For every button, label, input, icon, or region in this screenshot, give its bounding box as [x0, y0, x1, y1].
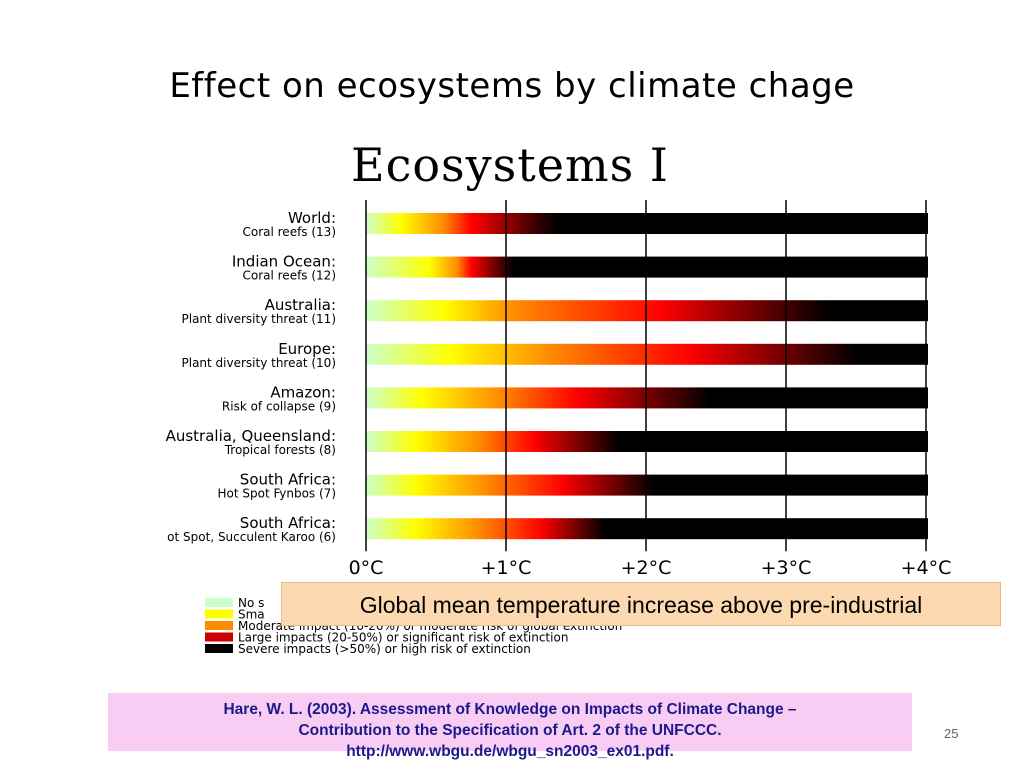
impact-bar — [366, 300, 928, 322]
impact-bar — [366, 387, 928, 409]
row-subtitle-label: Plant diversity threat (10) — [182, 356, 337, 370]
citation-line-1: Hare, W. L. (2003). Assessment of Knowle… — [223, 701, 797, 718]
citation-line-3: http://www.wbgu.de/wbgu_sn2003_ex01.pdf. — [346, 743, 674, 760]
row-region-label: Australia, Queensland: — [166, 427, 336, 445]
legend-label: Large impacts (20-50%) or significant ri… — [238, 631, 568, 645]
row-region-label: World: — [288, 209, 336, 227]
chart-rows: World:Coral reefs (13) Indian Ocean:Coral… — [166, 209, 928, 544]
citation-line-2: Contribution to the Specification of Art… — [298, 722, 722, 739]
row-subtitle-label: Hot Spot Fynbos (7) — [217, 487, 336, 501]
row-subtitle-label: Tropical forests (8) — [224, 443, 336, 457]
legend-label: Severe impacts (>50%) or high risk of ex… — [238, 642, 531, 656]
chart-title: Ecosystems I — [351, 138, 669, 192]
x-tick-label: +2°C — [621, 557, 672, 579]
x-tick-label: 0°C — [349, 557, 384, 579]
impact-bar — [366, 431, 928, 452]
row-region-label: Indian Ocean: — [232, 253, 336, 271]
slide-title: Effect on ecosystems by climate chage — [169, 66, 855, 106]
impact-bar — [366, 213, 928, 234]
citation-box: Hare, W. L. (2003). Assessment of Knowle… — [108, 693, 912, 760]
x-tick-label: +4°C — [901, 557, 952, 579]
row-subtitle-label: Risk of collapse (9) — [222, 399, 336, 413]
row-region-label: Australia: — [265, 296, 336, 314]
impact-bar — [366, 343, 928, 365]
row-region-label: Europe: — [278, 340, 336, 358]
page-number: 25 — [944, 726, 959, 741]
impact-bar — [366, 518, 928, 540]
x-tick-label: +3°C — [761, 557, 812, 579]
x-tick-label: +1°C — [481, 557, 532, 579]
impact-bar — [366, 474, 928, 496]
row-region-label: Amazon: — [270, 383, 336, 401]
row-subtitle-label: Coral reefs (12) — [242, 269, 336, 283]
legend-swatch — [205, 621, 233, 630]
legend-swatch — [205, 644, 233, 653]
legend-swatch — [205, 609, 233, 619]
chart-x-ticks: 0°C +1°C +2°C +3°C +4°C — [349, 557, 952, 579]
legend-label: Sma — [238, 608, 265, 622]
chart-gridlines — [365, 200, 927, 552]
row-subtitle-label: Coral reefs (13) — [242, 225, 336, 239]
impact-bar — [366, 256, 928, 278]
row-region-label: South Africa: — [240, 471, 336, 489]
x-axis-caption: Global mean temperature increase above p… — [281, 582, 1001, 626]
row-region-label: South Africa: — [240, 514, 336, 532]
legend-label: No s — [238, 596, 264, 610]
row-subtitle-label: Plant diversity threat (11) — [182, 312, 337, 326]
legend-swatch — [205, 598, 233, 607]
legend-swatch — [205, 632, 233, 642]
row-subtitle-label: ot Spot, Succulent Karoo (6) — [167, 530, 336, 544]
